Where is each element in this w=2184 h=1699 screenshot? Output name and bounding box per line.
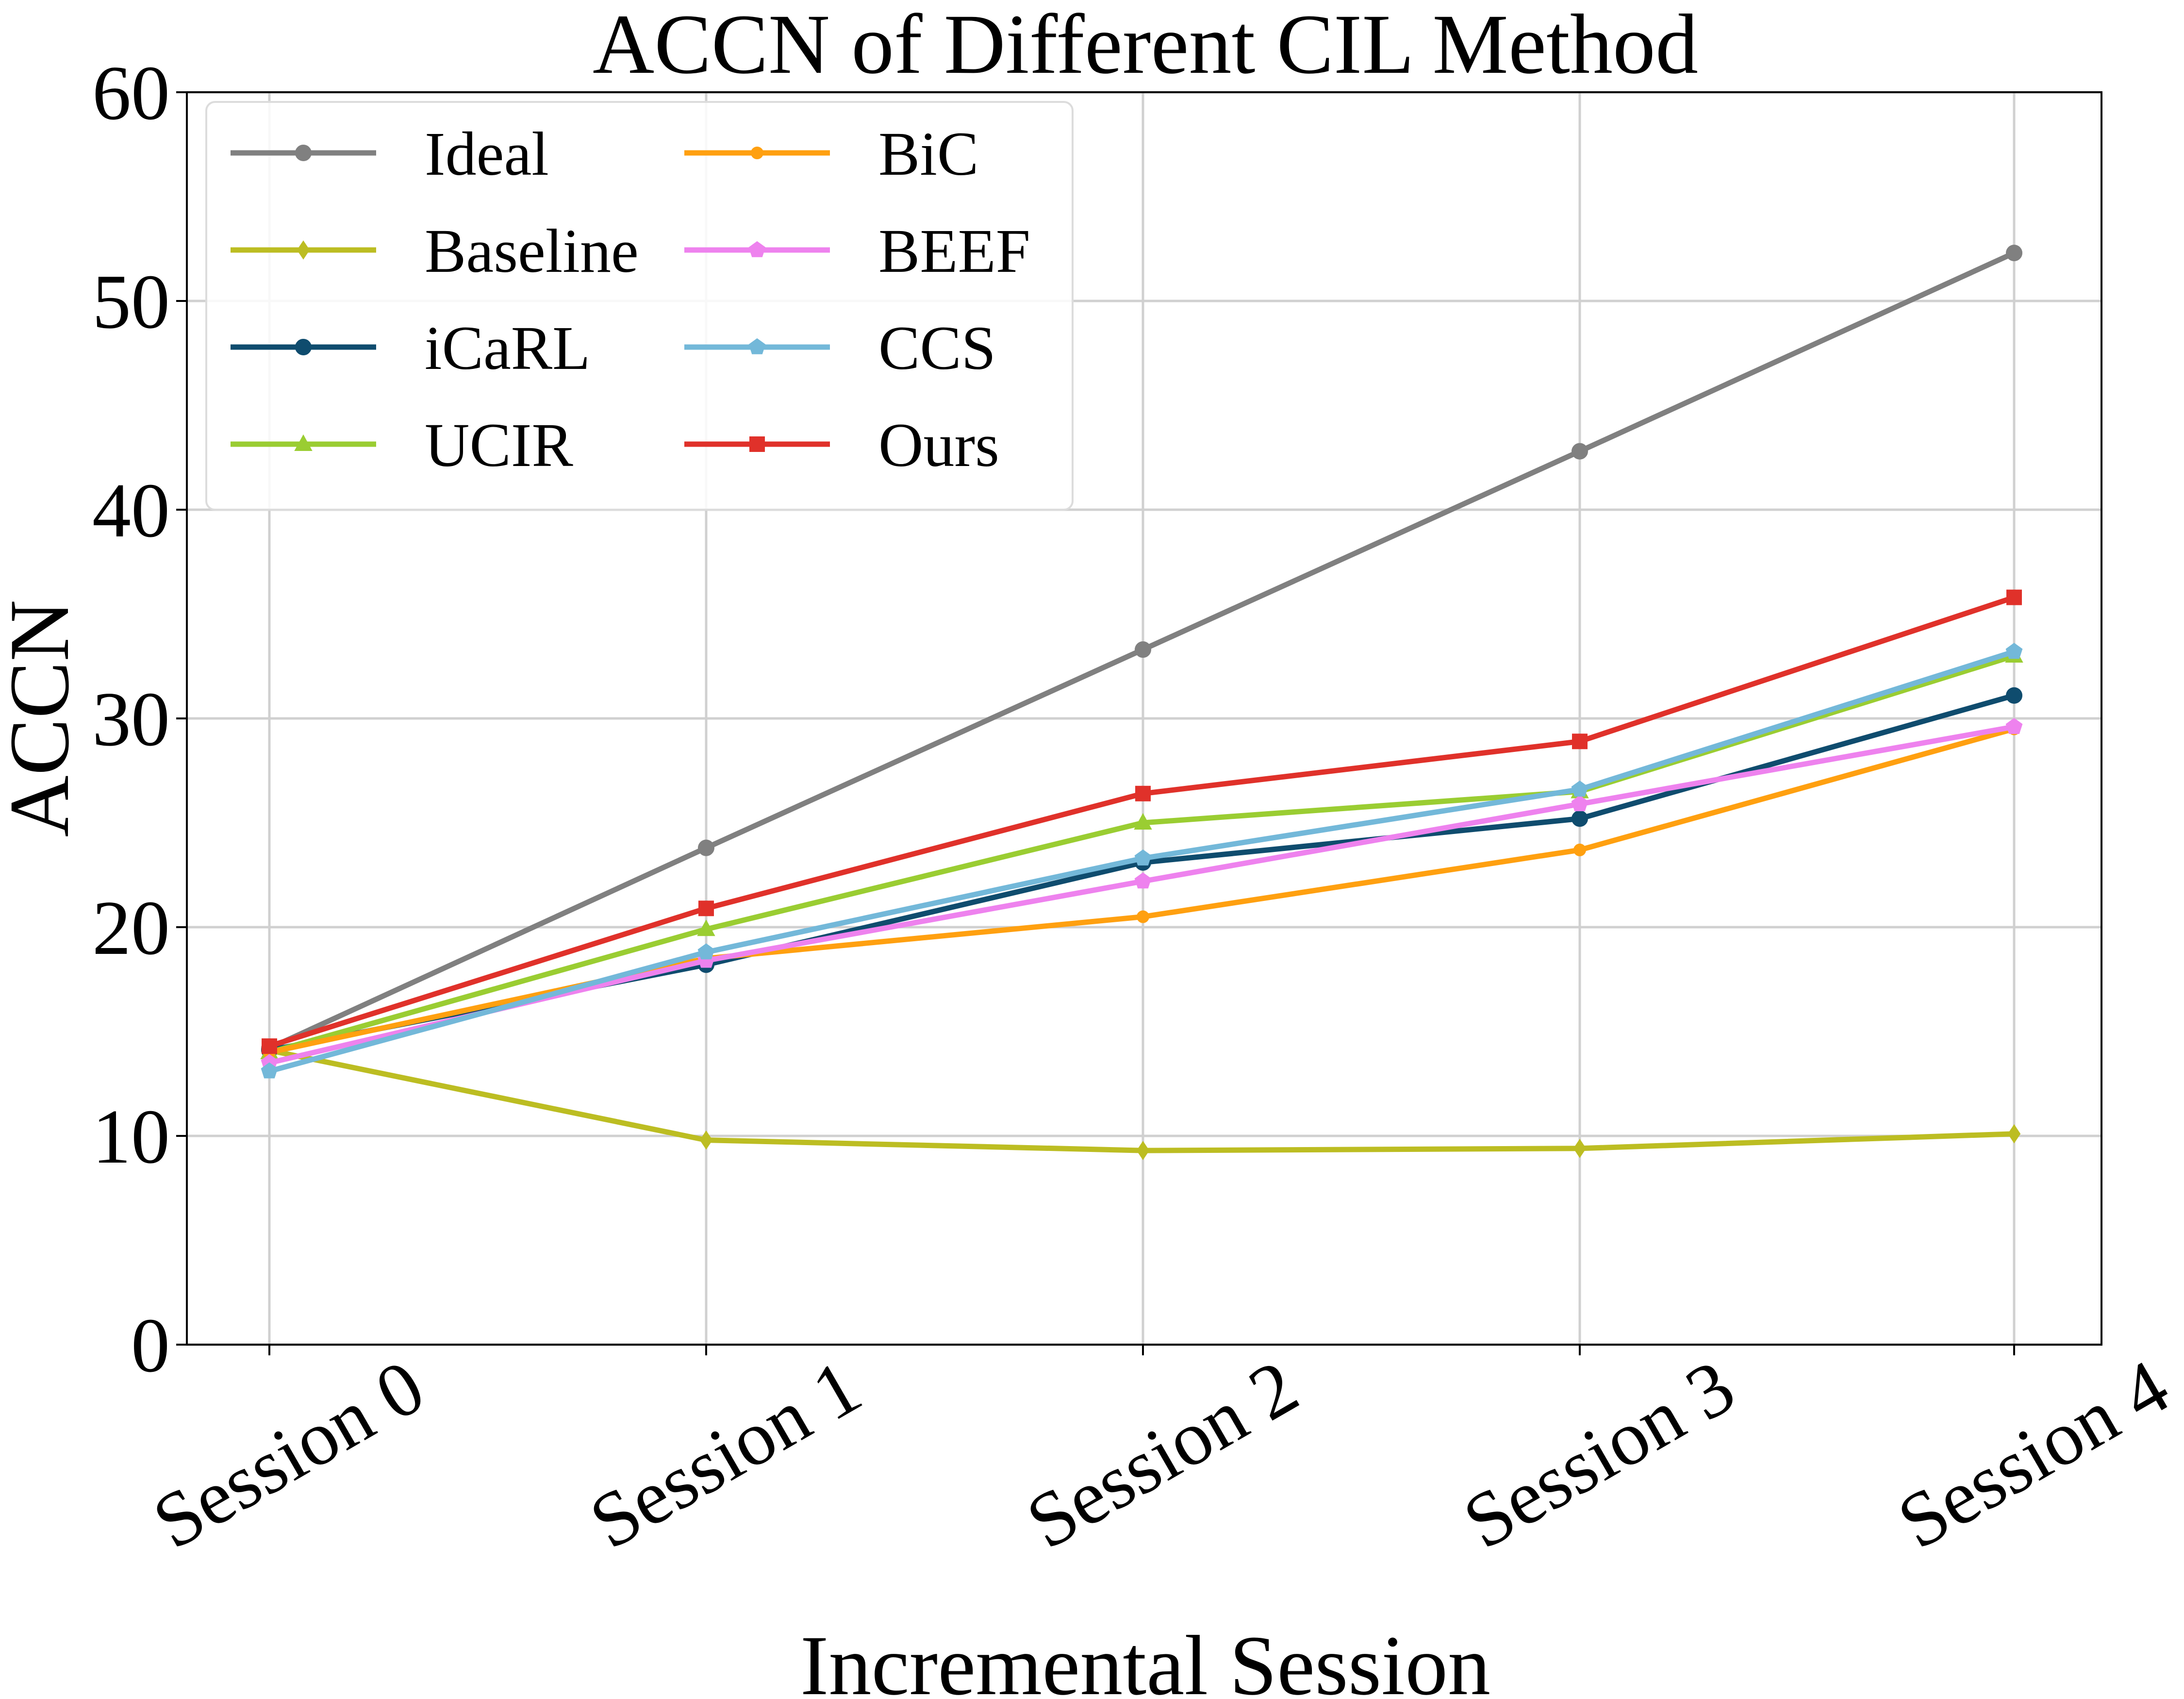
y-tick-label: 50 xyxy=(92,258,170,345)
y-tick-label: 20 xyxy=(92,884,170,971)
data-point xyxy=(1134,872,1152,889)
legend-label: BiC xyxy=(878,119,978,188)
legend-marker xyxy=(295,339,312,355)
legend-marker xyxy=(748,241,766,257)
data-point xyxy=(1135,785,1151,801)
data-point xyxy=(1572,810,1588,827)
series-layer xyxy=(260,245,2023,1160)
legend-label: iCaRL xyxy=(425,314,590,383)
data-point xyxy=(1137,910,1149,923)
x-axis-label: Incremental Session xyxy=(800,1618,1490,1699)
data-point xyxy=(697,943,715,960)
data-point xyxy=(261,1062,278,1079)
legend-label: BEEF xyxy=(878,217,1030,285)
x-tick-label: Session 2 xyxy=(1012,1343,1311,1566)
data-point xyxy=(1135,641,1151,658)
legend-marker xyxy=(749,436,765,452)
data-point xyxy=(2005,643,2023,659)
y-tick-label: 60 xyxy=(92,50,170,136)
chart-title: ACCN of Different CIL Method xyxy=(593,0,1698,92)
legend-item-ucir: UCIR xyxy=(231,411,573,480)
data-point xyxy=(1572,733,1588,750)
y-tick-label: 10 xyxy=(92,1093,170,1180)
data-point xyxy=(698,839,714,856)
x-tick-label: Session 0 xyxy=(139,1343,438,1566)
data-point xyxy=(1134,849,1152,866)
legend-marker xyxy=(748,338,766,354)
legend-label: Ideal xyxy=(425,119,549,188)
y-tick-label: 40 xyxy=(92,467,170,553)
legend: Ideal Baseline iCaRL UCIR BiC BEEF CCS Ours xyxy=(205,101,1074,511)
y-tick-label: 0 xyxy=(131,1302,170,1388)
legend-item-ours: Ours xyxy=(684,411,999,480)
legend-label: CCS xyxy=(878,314,996,383)
legend-item-ccs: CCS xyxy=(684,314,996,383)
legend-item-ideal: Ideal xyxy=(231,119,549,188)
data-point xyxy=(2006,687,2022,704)
data-point xyxy=(2006,589,2022,605)
data-point xyxy=(1571,795,1588,812)
data-point xyxy=(697,919,715,936)
legend-marker xyxy=(294,434,313,451)
legend-item-beef: BEEF xyxy=(684,217,1030,285)
data-point xyxy=(1572,443,1588,460)
data-point xyxy=(2005,717,2023,734)
legend-item-icarl: iCaRL xyxy=(231,314,590,383)
legend-label: Ours xyxy=(878,411,999,480)
data-point xyxy=(1573,843,1586,856)
y-axis-label: ACCN xyxy=(0,600,87,837)
data-point xyxy=(698,900,714,916)
series-ccs xyxy=(261,643,2023,1079)
legend-item-baseline: Baseline xyxy=(231,217,639,285)
data-point xyxy=(2007,1124,2021,1144)
data-point xyxy=(2006,245,2022,262)
legend-marker xyxy=(295,145,312,161)
legend-marker xyxy=(751,147,763,159)
series-ours xyxy=(262,589,2022,1054)
data-point xyxy=(1134,813,1152,830)
data-point xyxy=(1571,780,1588,797)
data-point xyxy=(262,1038,277,1054)
y-tick-label: 30 xyxy=(92,676,170,762)
x-tick-label: Session 3 xyxy=(1449,1343,1748,1566)
data-point xyxy=(1136,1141,1150,1160)
legend-label: Baseline xyxy=(425,217,639,285)
data-point xyxy=(1573,1138,1587,1158)
x-tick-label: Session 1 xyxy=(576,1343,875,1566)
legend-label: UCIR xyxy=(425,411,573,480)
x-tick-label: Session 4 xyxy=(1884,1343,2183,1566)
legend-box xyxy=(205,101,1074,511)
data-point xyxy=(699,1130,713,1150)
legend-item-bic: BiC xyxy=(684,119,978,188)
legend-marker xyxy=(297,240,310,260)
